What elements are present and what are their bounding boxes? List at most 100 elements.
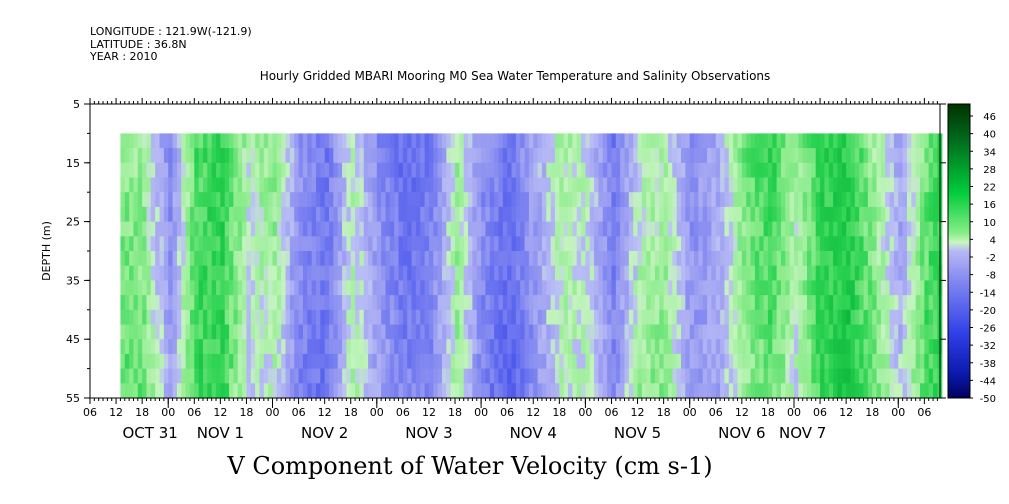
heatmap-cell bbox=[733, 162, 739, 179]
heatmap-cell bbox=[242, 309, 248, 326]
heatmap-cell bbox=[676, 339, 682, 355]
heatmap-cell bbox=[198, 148, 204, 164]
heatmap-cell bbox=[398, 339, 404, 355]
heatmap-cell bbox=[528, 162, 534, 179]
heatmap-cell bbox=[268, 236, 274, 252]
heatmap-cell bbox=[168, 280, 174, 296]
heatmap-cell bbox=[789, 368, 795, 384]
heatmap-cell bbox=[472, 295, 478, 311]
heatmap-cell bbox=[772, 265, 778, 281]
heatmap-cell bbox=[528, 295, 534, 311]
heatmap-cell bbox=[189, 221, 195, 237]
heatmap-cell bbox=[411, 368, 417, 384]
heatmap-cell bbox=[715, 368, 721, 384]
heatmap-cell bbox=[455, 324, 460, 340]
heatmap-cell bbox=[650, 383, 656, 399]
heatmap-cell bbox=[189, 280, 195, 296]
heatmap-cell bbox=[589, 353, 595, 370]
heatmap-cell bbox=[515, 133, 521, 149]
heatmap-cell bbox=[415, 221, 421, 237]
heatmap-cell bbox=[681, 339, 686, 355]
heatmap-cell bbox=[772, 148, 778, 164]
heatmap-cell bbox=[776, 309, 782, 326]
heatmap-cell bbox=[155, 339, 161, 355]
heatmap-cell bbox=[268, 206, 274, 223]
heatmap-cell bbox=[876, 148, 882, 164]
heatmap-cell bbox=[854, 324, 860, 340]
heatmap-cell bbox=[846, 148, 852, 164]
x-hour-label: 18 bbox=[865, 406, 879, 419]
heatmap-cell bbox=[172, 148, 178, 164]
heatmap-cell bbox=[637, 295, 643, 311]
heatmap-cell bbox=[337, 148, 343, 164]
heatmap-cell bbox=[163, 383, 169, 399]
heatmap-cell bbox=[876, 192, 882, 208]
heatmap-cell bbox=[802, 221, 808, 237]
heatmap-cell bbox=[424, 339, 430, 355]
heatmap-cell bbox=[242, 353, 248, 370]
heatmap-cell bbox=[185, 368, 191, 384]
heatmap-cell bbox=[324, 177, 330, 193]
heatmap-cell bbox=[124, 295, 130, 311]
heatmap-cell bbox=[485, 324, 491, 340]
heatmap-cell bbox=[759, 192, 765, 208]
heatmap-cell bbox=[554, 251, 560, 267]
heatmap-cell bbox=[776, 280, 782, 296]
heatmap-cell bbox=[563, 192, 569, 208]
heatmap-cell bbox=[572, 221, 578, 237]
heatmap-cell bbox=[920, 221, 925, 237]
heatmap-cell bbox=[737, 148, 743, 164]
heatmap-cell bbox=[411, 280, 417, 296]
heatmap-cell bbox=[498, 368, 504, 384]
heatmap-cell bbox=[572, 353, 578, 370]
heatmap-cell bbox=[198, 251, 204, 267]
heatmap-cell bbox=[298, 309, 304, 326]
heatmap-cell bbox=[624, 133, 630, 149]
heatmap-cell bbox=[611, 265, 617, 281]
heatmap-cell bbox=[893, 368, 899, 384]
heatmap-cell bbox=[659, 162, 665, 179]
heatmap-cell bbox=[550, 251, 556, 267]
heatmap-cell bbox=[242, 339, 248, 355]
heatmap-cell bbox=[163, 324, 169, 340]
heatmap-cells bbox=[120, 133, 943, 399]
heatmap-cell bbox=[450, 280, 456, 296]
heatmap-cell bbox=[246, 192, 252, 208]
heatmap-cell bbox=[281, 353, 287, 370]
heatmap-cell bbox=[229, 148, 235, 164]
heatmap-cell bbox=[572, 206, 578, 223]
heatmap-cell bbox=[507, 177, 513, 193]
heatmap-cell bbox=[533, 324, 539, 340]
heatmap-cell bbox=[724, 339, 730, 355]
heatmap-cell bbox=[415, 236, 421, 252]
heatmap-cell bbox=[446, 295, 452, 311]
heatmap-cell bbox=[428, 383, 434, 399]
heatmap-cell bbox=[250, 353, 256, 370]
heatmap-cell bbox=[250, 162, 256, 179]
heatmap-cell bbox=[289, 295, 295, 311]
heatmap-cell bbox=[650, 339, 656, 355]
heatmap-cell bbox=[363, 339, 369, 355]
heatmap-cell bbox=[259, 192, 265, 208]
heatmap-cell bbox=[172, 177, 178, 193]
heatmap-cell bbox=[715, 162, 721, 179]
heatmap-cell bbox=[342, 265, 347, 281]
heatmap-cell bbox=[820, 221, 826, 237]
heatmap-cell bbox=[494, 206, 500, 223]
heatmap-cell bbox=[476, 221, 482, 237]
heatmap-cell bbox=[924, 368, 930, 384]
heatmap-cell bbox=[176, 251, 182, 267]
heatmap-cell bbox=[876, 309, 882, 326]
heatmap-cell bbox=[594, 368, 600, 384]
heatmap-cell bbox=[541, 295, 547, 311]
heatmap-cell bbox=[389, 148, 395, 164]
heatmap-cell bbox=[568, 339, 573, 355]
heatmap-cell bbox=[350, 221, 356, 237]
heatmap-cell bbox=[502, 353, 508, 370]
heatmap-cell bbox=[659, 353, 665, 370]
heatmap-cell bbox=[798, 383, 804, 399]
heatmap-cell bbox=[129, 280, 135, 296]
heatmap-cell bbox=[433, 353, 439, 370]
heatmap-cell bbox=[906, 236, 912, 252]
heatmap-cell bbox=[780, 383, 786, 399]
